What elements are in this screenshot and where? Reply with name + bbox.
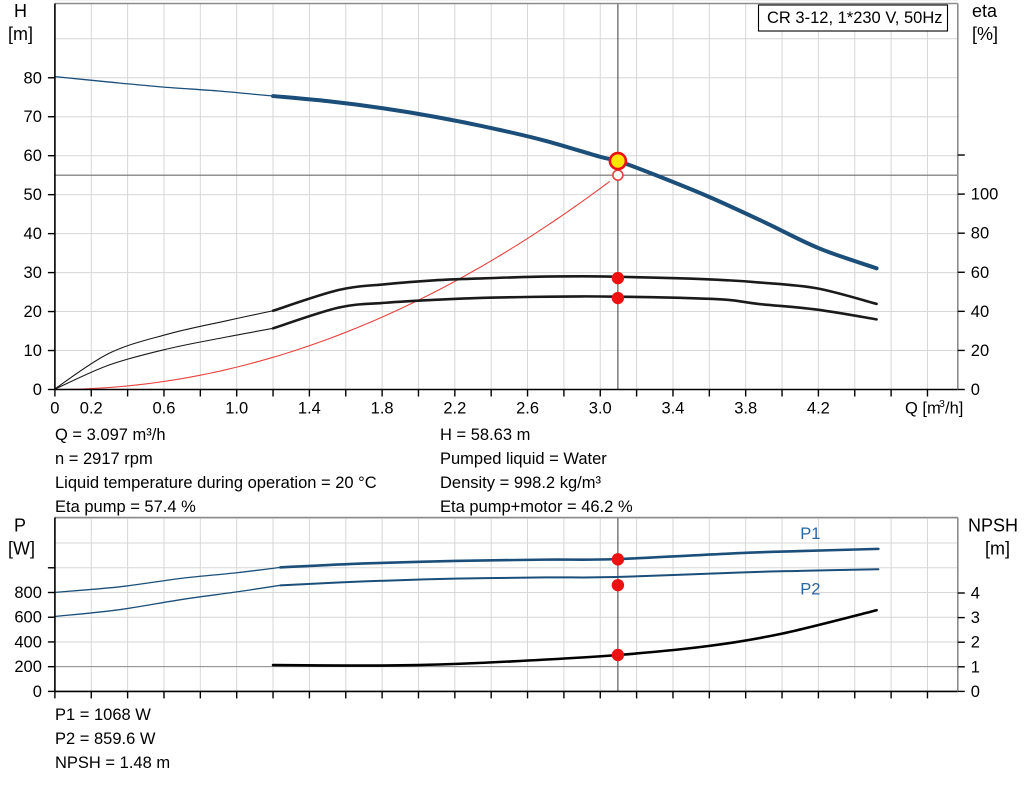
svg-text:1.0: 1.0	[225, 400, 248, 418]
svg-text:3.0: 3.0	[589, 400, 612, 418]
svg-text:4.2: 4.2	[807, 400, 830, 418]
svg-text:0.2: 0.2	[80, 400, 103, 418]
svg-text:1.8: 1.8	[371, 400, 394, 418]
svg-text:100: 100	[971, 186, 999, 204]
svg-text:20: 20	[24, 303, 42, 321]
svg-text:P1: P1	[800, 525, 820, 543]
svg-text:[m]: [m]	[8, 24, 33, 44]
svg-text:50: 50	[24, 186, 42, 204]
svg-text:40: 40	[24, 225, 42, 243]
svg-text:10: 10	[24, 342, 42, 360]
svg-text:[%]: [%]	[972, 24, 998, 44]
svg-text:80: 80	[24, 69, 42, 87]
svg-text:Q [m: Q [m	[905, 400, 941, 418]
svg-text:P: P	[14, 516, 26, 536]
svg-text:40: 40	[971, 303, 989, 321]
svg-text:30: 30	[24, 264, 42, 282]
svg-text:0.6: 0.6	[153, 400, 176, 418]
svg-text:600: 600	[14, 609, 42, 627]
svg-text:70: 70	[24, 108, 42, 126]
svg-text:3.8: 3.8	[734, 400, 757, 418]
svg-text:0: 0	[971, 683, 980, 701]
svg-text:0: 0	[33, 683, 42, 701]
svg-text:2.6: 2.6	[516, 400, 539, 418]
svg-text:80: 80	[971, 225, 989, 243]
svg-text:CR 3-12, 1*230 V, 50Hz: CR 3-12, 1*230 V, 50Hz	[767, 9, 943, 27]
svg-text:1.4: 1.4	[298, 400, 321, 418]
svg-text:NPSH: NPSH	[968, 516, 1018, 536]
svg-text:800: 800	[14, 584, 42, 602]
svg-text:60: 60	[971, 264, 989, 282]
svg-text:60: 60	[24, 147, 42, 165]
svg-text:200: 200	[14, 658, 42, 676]
svg-text:1: 1	[971, 658, 980, 676]
svg-text:2: 2	[971, 634, 980, 652]
svg-text:eta: eta	[972, 1, 998, 21]
svg-text:3.4: 3.4	[662, 400, 685, 418]
svg-text:4: 4	[971, 585, 980, 603]
svg-text:3: 3	[971, 609, 980, 627]
svg-text:[m]: [m]	[985, 539, 1010, 559]
svg-text:400: 400	[14, 633, 42, 651]
svg-text:[W]: [W]	[8, 539, 35, 559]
svg-text:P2: P2	[800, 580, 820, 598]
svg-text:0: 0	[33, 381, 42, 399]
svg-text:0: 0	[971, 381, 980, 399]
svg-text:/h]: /h]	[945, 400, 963, 418]
svg-text:H: H	[14, 1, 27, 21]
svg-text:20: 20	[971, 342, 989, 360]
svg-text:2.2: 2.2	[443, 400, 466, 418]
svg-text:0: 0	[50, 400, 59, 418]
